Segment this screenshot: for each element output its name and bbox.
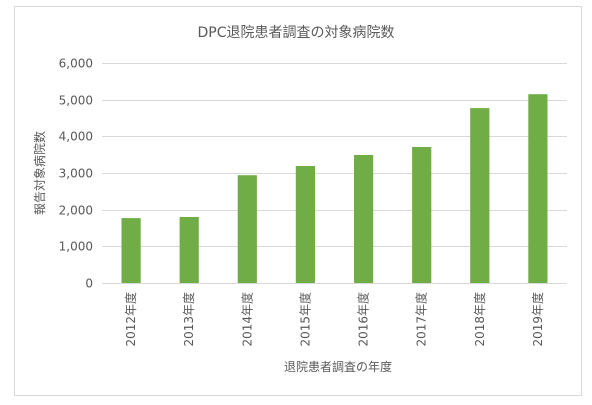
y-tick-label: 0 (85, 277, 93, 291)
x-tick-label: 2017年度 (414, 292, 429, 347)
x-axis-title: 退院患者調査の年度 (284, 359, 392, 374)
x-tick-label: 2012年度 (123, 292, 138, 347)
gridlines (102, 63, 567, 284)
y-tick-label: 5,000 (59, 94, 93, 108)
y-tick-label: 4,000 (59, 130, 93, 144)
y-axis-ticks: 0 1,000 2,000 3,000 4,000 5,000 6,000 (59, 57, 93, 291)
chart-title: DPC退院患者調査の対象病院数 (198, 25, 395, 41)
y-tick-label: 1,000 (59, 240, 93, 254)
bar-2016年度 (354, 155, 374, 283)
bar-2013年度 (179, 217, 199, 283)
x-tick-label: 2014年度 (239, 292, 254, 347)
bar-2018年度 (470, 108, 490, 283)
bar-2014年度 (237, 175, 257, 283)
x-tick-label: 2016年度 (356, 292, 371, 347)
y-tick-label: 3,000 (59, 167, 93, 181)
y-tick-label: 6,000 (59, 57, 93, 71)
bar-2012年度 (121, 218, 141, 283)
bar-2019年度 (528, 94, 548, 283)
y-axis-title: 報告対象病院数 (32, 131, 47, 215)
x-tick-label: 2013年度 (181, 292, 196, 347)
x-tick-label: 2018年度 (472, 292, 487, 347)
y-tick-label: 2,000 (59, 204, 93, 218)
x-tick-label: 2015年度 (297, 292, 312, 347)
bar-2015年度 (295, 166, 315, 283)
bar-2017年度 (412, 147, 432, 283)
bars (121, 94, 548, 283)
x-tick-label: 2019年度 (530, 292, 545, 347)
x-axis-ticks: 2012年度 2013年度 2014年度 2015年度 2016年度 2017年度 2018… (123, 292, 545, 347)
